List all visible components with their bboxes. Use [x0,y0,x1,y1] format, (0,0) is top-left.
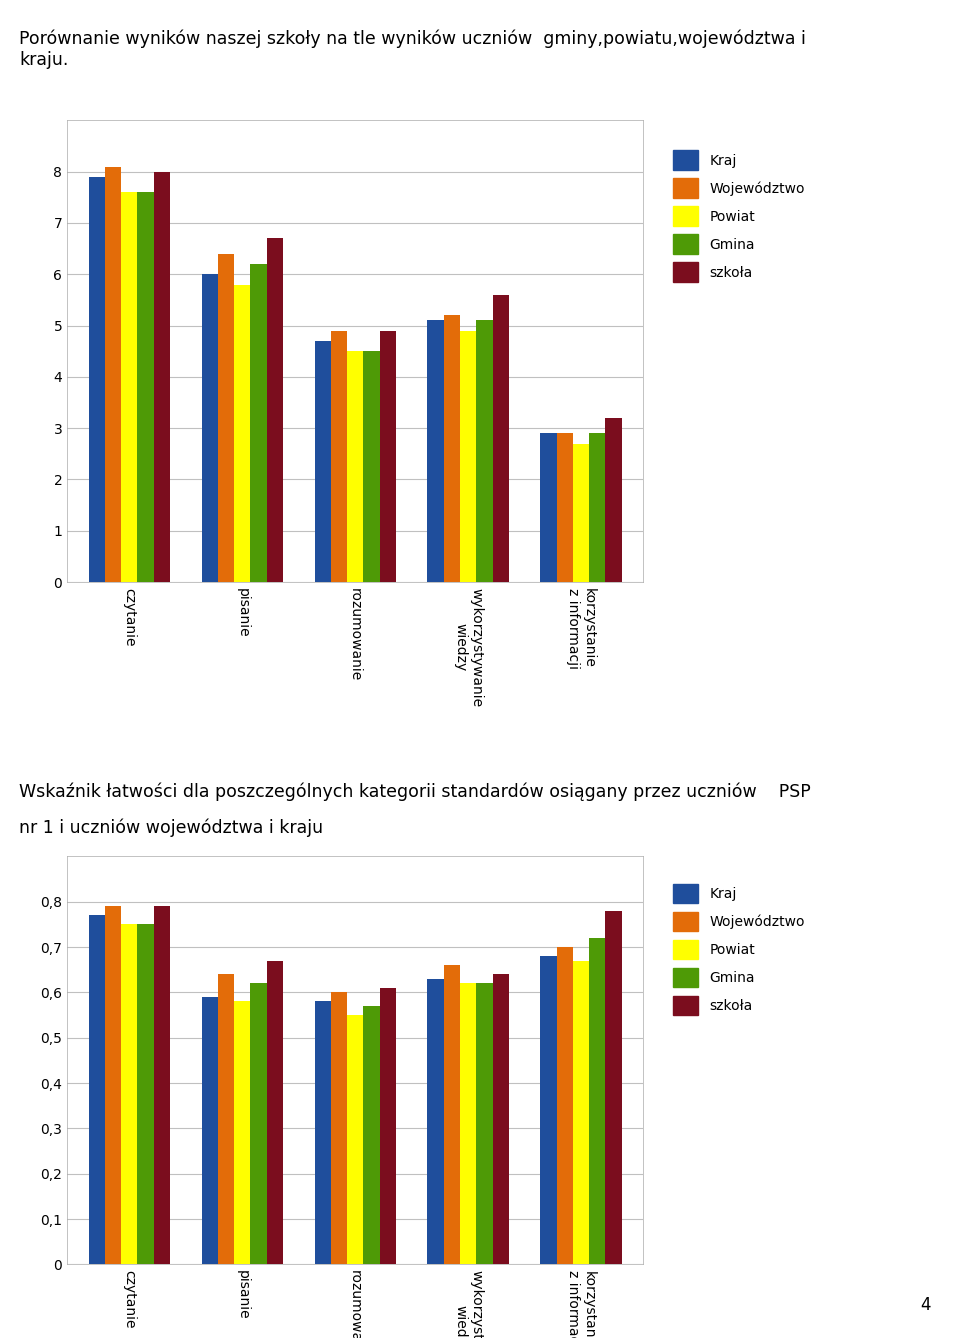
Text: Wskaźnik łatwości dla poszczególnych kategorii standardów osiągany przez uczniów: Wskaźnik łatwości dla poszczególnych kat… [19,783,811,801]
Text: 4: 4 [921,1297,931,1314]
Bar [348,352,363,582]
Bar [557,434,573,582]
Bar [540,434,557,582]
Bar [460,330,476,582]
Bar [573,444,589,582]
Text: nr 1 i uczniów województwa i kraju: nr 1 i uczniów województwa i kraju [19,819,324,838]
Bar [476,983,492,1264]
Legend: Kraj, Województwo, Powiat, Gmina, szkoła: Kraj, Województwo, Powiat, Gmina, szkoła [673,883,804,1016]
Bar [218,254,234,582]
Bar [234,1001,251,1264]
Bar [460,983,476,1264]
Bar [427,979,444,1264]
Bar [331,330,348,582]
Bar [606,417,622,582]
Bar [154,171,170,582]
Bar [137,925,154,1264]
Bar [573,961,589,1264]
Bar [202,997,218,1264]
Bar [88,177,105,582]
Bar [202,274,218,582]
Bar [444,316,460,582]
Bar [315,1001,331,1264]
Bar [540,957,557,1264]
Text: Porównanie wyników naszej szkoły na tle wyników uczniów  gminy,powiatu,województ: Porównanie wyników naszej szkoły na tle … [19,29,806,68]
Bar [606,911,622,1264]
Bar [105,906,121,1264]
Bar [492,294,509,582]
Bar [121,193,137,582]
Bar [379,987,396,1264]
Bar [154,906,170,1264]
Bar [589,434,606,582]
Bar [589,938,606,1264]
Bar [444,965,460,1264]
Bar [105,167,121,582]
Bar [331,993,348,1264]
Bar [348,1016,363,1264]
Bar [267,961,283,1264]
Bar [363,352,379,582]
Bar [267,238,283,582]
Bar [251,983,267,1264]
Bar [476,321,492,582]
Bar [492,974,509,1264]
Bar [427,321,444,582]
Bar [137,193,154,582]
Bar [315,341,331,582]
Legend: Kraj, Województwo, Powiat, Gmina, szkoła: Kraj, Województwo, Powiat, Gmina, szkoła [673,150,804,282]
Bar [363,1006,379,1264]
Bar [557,947,573,1264]
Bar [121,925,137,1264]
Bar [234,285,251,582]
Bar [218,974,234,1264]
Bar [379,330,396,582]
Bar [88,915,105,1264]
Bar [251,264,267,582]
